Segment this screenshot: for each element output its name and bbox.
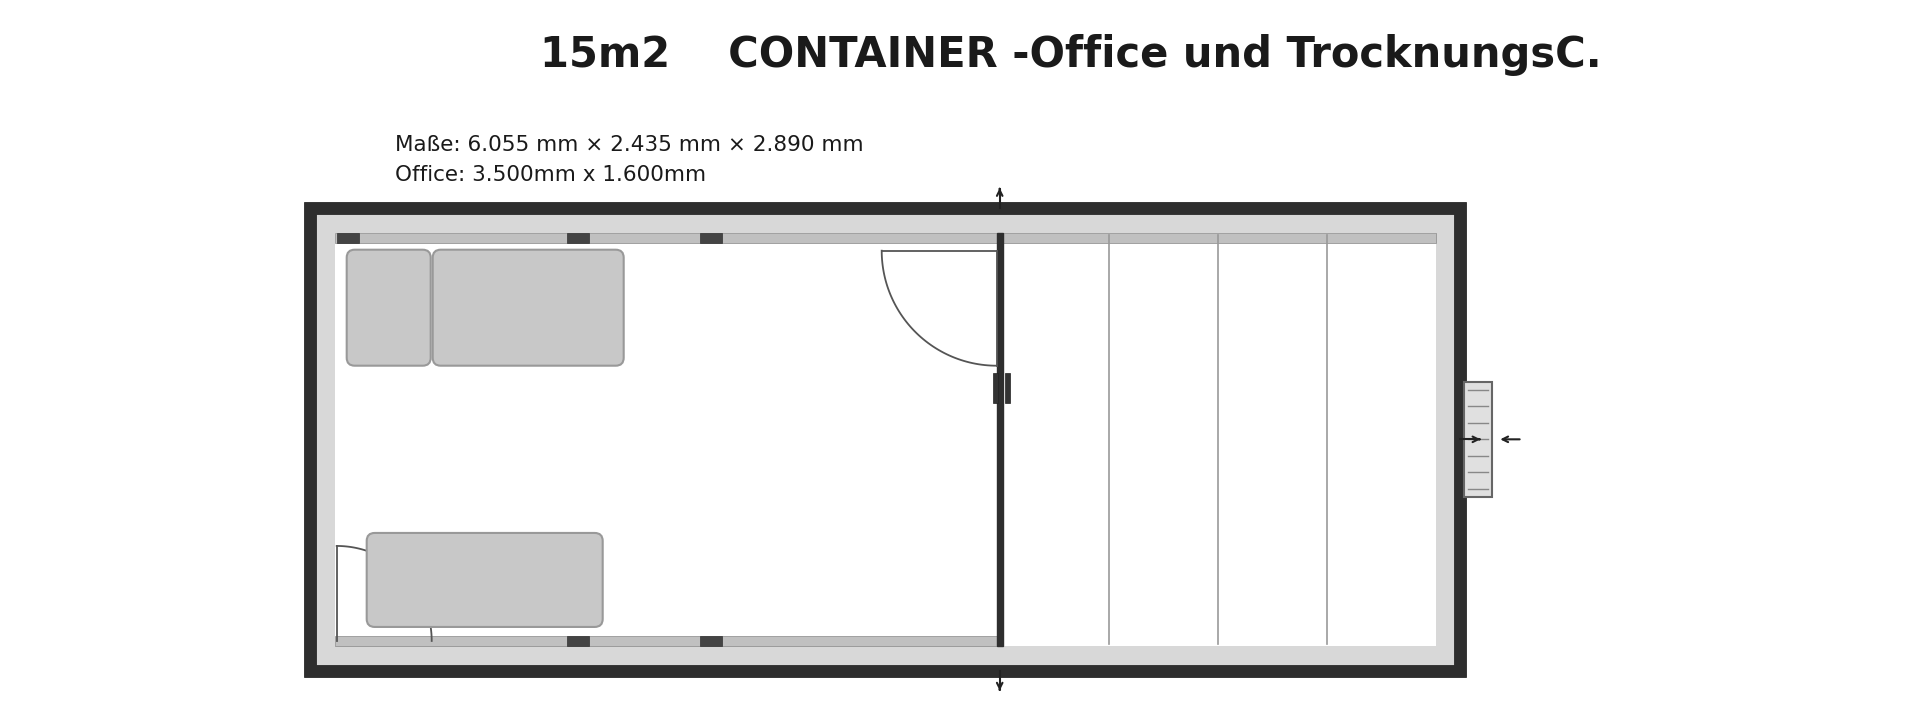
Bar: [336, 233, 359, 243]
Bar: [996, 233, 1002, 646]
Text: Maße: 6.055 mm × 2.435 mm × 2.890 mm: Maße: 6.055 mm × 2.435 mm × 2.890 mm: [396, 135, 864, 155]
Text: 15m2    CONTAINER -Office und TrocknungsC.: 15m2 CONTAINER -Office und TrocknungsC.: [540, 34, 1601, 76]
Bar: [309, 208, 1461, 670]
Text: Office: 3.500mm x 1.600mm: Office: 3.500mm x 1.600mm: [396, 165, 707, 185]
Bar: [309, 208, 1461, 670]
FancyBboxPatch shape: [432, 250, 624, 366]
Bar: [1465, 382, 1492, 497]
FancyBboxPatch shape: [348, 250, 430, 366]
Bar: [993, 372, 998, 403]
Bar: [568, 636, 589, 646]
Bar: [334, 636, 1000, 646]
FancyBboxPatch shape: [367, 533, 603, 627]
Bar: [1004, 372, 1010, 403]
Bar: [334, 233, 1436, 243]
Bar: [701, 233, 722, 243]
Bar: [334, 233, 1436, 646]
Bar: [568, 233, 589, 243]
Bar: [701, 636, 722, 646]
